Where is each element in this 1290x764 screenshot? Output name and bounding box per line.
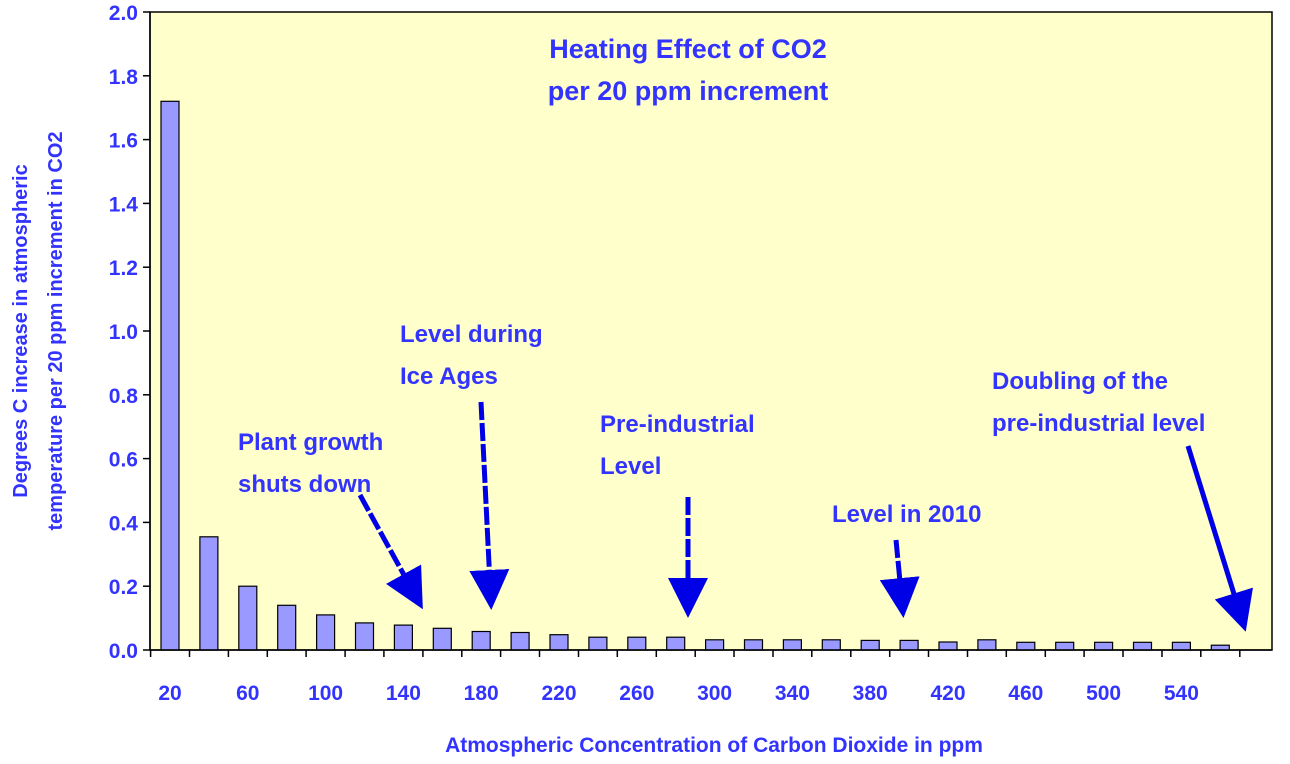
annotation-arrow: [1185, 445, 1253, 632]
x-tick-label: 140: [386, 682, 421, 705]
y-tick-label: 1.4: [109, 193, 139, 216]
y-tick-label: 0.8: [109, 385, 139, 408]
y-tick-label: 0.2: [109, 576, 138, 599]
annotation-text: Doubling of the: [992, 368, 1168, 395]
bar-300: [704, 639, 725, 651]
x-tick-label: 540: [1164, 682, 1199, 705]
y-axis-label-line1: Degrees C increase in atmospheric: [10, 164, 32, 497]
annotation-text: Level during: [400, 321, 543, 348]
annotation-text: Ice Ages: [400, 363, 498, 390]
bar-20: [160, 100, 180, 651]
x-tick-label: 500: [1086, 682, 1121, 705]
bar-180: [471, 630, 491, 651]
annotation-text: Level in 2010: [832, 501, 981, 528]
x-tick-label: 220: [541, 682, 576, 705]
bar-500: [1093, 641, 1114, 651]
x-tick-label: 460: [1008, 682, 1043, 705]
bar-400: [899, 639, 919, 651]
bar-340: [782, 639, 803, 651]
bar-240: [588, 636, 608, 651]
plot-area: [149, 11, 1273, 651]
annotation-text: shuts down: [238, 471, 371, 498]
bar-140: [393, 624, 413, 651]
bar-120: [354, 622, 375, 651]
annotation-text: Level: [600, 453, 661, 480]
bar-480: [1055, 641, 1075, 651]
y-tick-label: 1.6: [109, 130, 138, 153]
bar-320: [743, 639, 764, 651]
bar-260: [627, 636, 647, 651]
bar-80: [277, 604, 297, 651]
annotation-arrow: [469, 401, 510, 610]
y-tick-label: 0.6: [109, 449, 138, 472]
bar-200: [510, 631, 530, 651]
bar-380: [860, 639, 880, 651]
y-tick-label: 1.2: [109, 257, 138, 280]
bar-420: [938, 641, 958, 651]
annotation-text: Plant growth: [238, 429, 383, 456]
y-axis-label-line2: temperature per 20 ppm increment in CO2: [45, 131, 67, 530]
y-tick-label: 1.0: [109, 321, 138, 344]
bar-520: [1132, 641, 1153, 651]
bar-220: [549, 634, 569, 651]
x-tick-label: 340: [775, 682, 810, 705]
bar-460: [1016, 641, 1036, 651]
x-tick-label: 180: [464, 682, 499, 705]
chart-title: Heating Effect of CO2: [549, 34, 827, 64]
annotation-arrow: [879, 539, 920, 619]
y-tick-label: 0.4: [109, 512, 139, 535]
x-tick-label: 420: [930, 682, 965, 705]
bar-540: [1171, 641, 1192, 651]
bar-440: [977, 639, 997, 651]
x-tick-label: 300: [697, 682, 732, 705]
bar-100: [316, 614, 336, 651]
x-axis-label: Atmospheric Concentration of Carbon Diox…: [445, 734, 983, 757]
x-tick-label: 60: [236, 682, 259, 705]
bar-60: [238, 585, 258, 651]
x-tick-label: 100: [308, 682, 343, 705]
bar-280: [666, 636, 686, 651]
bar-40: [199, 536, 219, 651]
x-tick-label: 380: [853, 682, 888, 705]
x-tick-label: 20: [158, 682, 181, 705]
chart-subtitle: per 20 ppm increment: [548, 76, 829, 106]
y-tick-label: 1.8: [109, 66, 139, 89]
annotation-text: pre-industrial level: [992, 410, 1205, 437]
bar-360: [821, 639, 841, 651]
annotation-text: Pre-industrial: [600, 411, 755, 438]
annotation-arrow: [357, 493, 423, 610]
bar-160: [432, 627, 452, 651]
y-tick-label: 2.0: [109, 2, 138, 25]
y-tick-label: 0.0: [109, 640, 138, 663]
x-tick-label: 260: [619, 682, 654, 705]
